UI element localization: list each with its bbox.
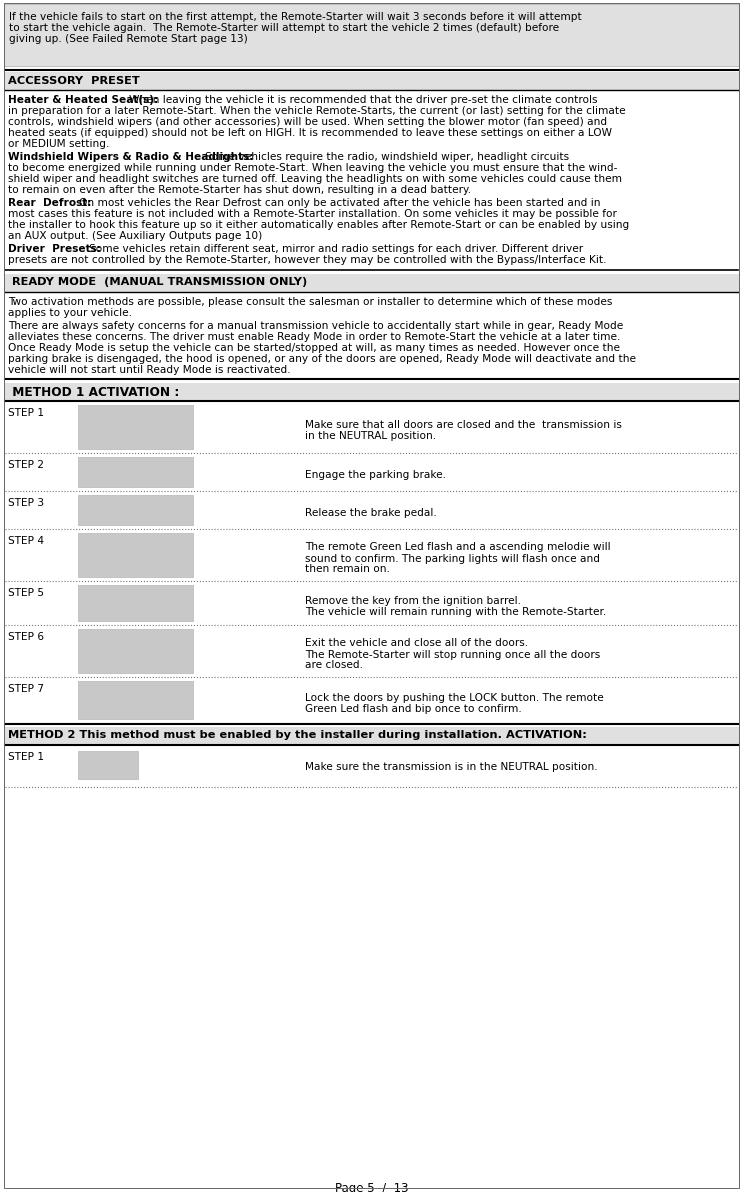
Bar [78,533,193,577]
Text: or MEDIUM setting.: or MEDIUM setting. [8,139,109,149]
Text: Make sure the transmission is in the NEUTRAL position.: Make sure the transmission is in the NEU… [305,763,597,772]
Bar [78,585,193,621]
Text: Release the brake pedal.: Release the brake pedal. [305,509,437,519]
Bar [4,727,739,745]
Text: Windshield Wipers & Radio & Headlights:: Windshield Wipers & Radio & Headlights: [8,153,253,162]
Text: Page 5  /  13: Page 5 / 13 [335,1182,408,1192]
Text: Two activation methods are possible, please consult the salesman or installer to: Two activation methods are possible, ple… [8,297,612,308]
Text: If the vehicle fails to start on the first attempt, the Remote-Starter will wait: If the vehicle fails to start on the fir… [9,12,582,21]
Text: Once Ready Mode is setup the vehicle can be started/stopped at will, as many tim: Once Ready Mode is setup the vehicle can… [8,343,620,353]
Text: Make sure that all doors are closed and the  transmission is: Make sure that all doors are closed and … [305,420,622,430]
Bar [78,681,193,719]
Text: The remote Green Led flash and a ascending melodie will: The remote Green Led flash and a ascendi… [305,542,611,553]
Text: sound to confirm. The parking lights will flash once and: sound to confirm. The parking lights wil… [305,553,600,564]
Text: On most vehicles the Rear Defrost can only be activated after the vehicle has be: On most vehicles the Rear Defrost can on… [79,198,600,207]
Text: When leaving the vehicle it is recommended that the driver pre-set the climate c: When leaving the vehicle it is recommend… [129,95,597,105]
Bar [4,72,739,91]
Text: the installer to hook this feature up so it either automatically enables after R: the installer to hook this feature up so… [8,221,629,230]
Text: ACCESSORY  PRESET: ACCESSORY PRESET [8,76,140,86]
Text: STEP 7: STEP 7 [8,684,44,694]
Text: most cases this feature is not included with a Remote-Starter installation. On s: most cases this feature is not included … [8,209,617,219]
Text: METHOD 1 ACTIVATION :: METHOD 1 ACTIVATION : [8,386,179,399]
Text: Lock the doors by pushing the LOCK button. The remote: Lock the doors by pushing the LOCK butto… [305,693,604,703]
Text: Some vehicles require the radio, windshield wiper, headlight circuits: Some vehicles require the radio, windshi… [205,153,569,162]
Bar [4,4,739,66]
Text: applies to your vehicle.: applies to your vehicle. [8,308,132,318]
Text: There are always safety concerns for a manual transmission vehicle to accidental: There are always safety concerns for a m… [8,321,623,331]
Bar [78,751,138,780]
Bar [78,457,193,488]
Text: parking brake is disengaged, the hood is opened, or any of the doors are opened,: parking brake is disengaged, the hood is… [8,354,636,364]
Text: giving up. (See Failed Remote Start page 13): giving up. (See Failed Remote Start page… [9,35,247,44]
Text: STEP 5: STEP 5 [8,588,44,598]
Text: to start the vehicle again.  The Remote-Starter will attempt to start the vehicl: to start the vehicle again. The Remote-S… [9,23,559,33]
Bar [4,274,739,292]
Bar [4,383,739,401]
Text: to become energized while running under Remote-Start. When leaving the vehicle y: to become energized while running under … [8,163,617,173]
Text: STEP 2: STEP 2 [8,460,44,470]
Text: Green Led flash and bip once to confirm.: Green Led flash and bip once to confirm. [305,704,522,714]
Text: The Remote-Starter will stop running once all the doors: The Remote-Starter will stop running onc… [305,650,600,659]
Text: presets are not controlled by the Remote-Starter, however they may be controlled: presets are not controlled by the Remote… [8,255,606,265]
Text: Engage the parking brake.: Engage the parking brake. [305,471,446,480]
Text: to remain on even after the Remote-Starter has shut down, resulting in a dead ba: to remain on even after the Remote-Start… [8,185,471,195]
Bar [78,495,193,524]
Text: METHOD 2 This method must be enabled by the installer during installation. ACTIV: METHOD 2 This method must be enabled by … [8,730,587,740]
Text: then remain on.: then remain on. [305,565,390,575]
Text: STEP 1: STEP 1 [8,752,44,762]
Text: STEP 6: STEP 6 [8,632,44,642]
Bar [78,629,193,673]
Text: are closed.: are closed. [305,660,363,670]
Text: heated seats (if equipped) should not be left on HIGH. It is recommended to leav: heated seats (if equipped) should not be… [8,128,612,138]
Text: Some vehicles retain different seat, mirror and radio settings for each driver. : Some vehicles retain different seat, mir… [89,244,583,254]
Text: an AUX output. (See Auxiliary Outputs page 10): an AUX output. (See Auxiliary Outputs pa… [8,231,262,241]
Text: vehicle will not start until Ready Mode is reactivated.: vehicle will not start until Ready Mode … [8,365,291,375]
Text: STEP 4: STEP 4 [8,536,44,546]
Text: The vehicle will remain running with the Remote-Starter.: The vehicle will remain running with the… [305,607,606,617]
Text: Remove the key from the ignition barrel.: Remove the key from the ignition barrel. [305,596,521,606]
Text: STEP 1: STEP 1 [8,408,44,418]
Text: controls, windshield wipers (and other accessories) will be used. When setting t: controls, windshield wipers (and other a… [8,117,607,128]
Text: in the NEUTRAL position.: in the NEUTRAL position. [305,432,436,441]
Text: READY MODE  (MANUAL TRANSMISSION ONLY): READY MODE (MANUAL TRANSMISSION ONLY) [8,277,308,287]
Text: Driver  Presets:: Driver Presets: [8,244,101,254]
Text: in preparation for a later Remote-Start. When the vehicle Remote-Starts, the cur: in preparation for a later Remote-Start.… [8,106,626,116]
Text: STEP 3: STEP 3 [8,498,44,508]
Text: Heater & Heated Seat(s):: Heater & Heated Seat(s): [8,95,158,105]
Text: shield wiper and headlight switches are turned off. Leaving the headlights on wi: shield wiper and headlight switches are … [8,174,622,184]
Text: Rear  Defrost:: Rear Defrost: [8,198,91,207]
Bar [78,405,193,449]
Text: alleviates these concerns. The driver must enable Ready Mode in order to Remote-: alleviates these concerns. The driver mu… [8,333,620,342]
Text: Exit the vehicle and close all of the doors.: Exit the vehicle and close all of the do… [305,639,528,648]
